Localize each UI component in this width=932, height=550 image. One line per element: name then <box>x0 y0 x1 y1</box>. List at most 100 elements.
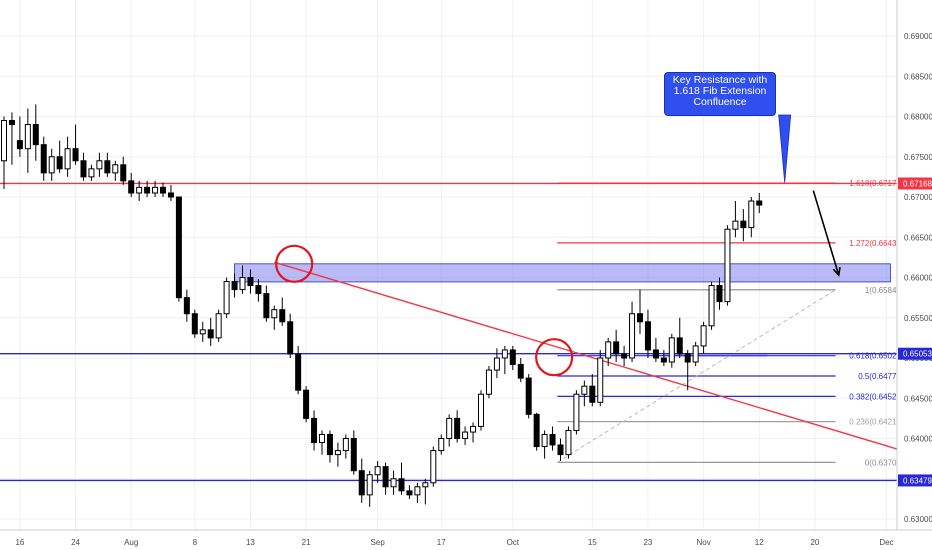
highlight-circle-1[interactable] <box>535 338 574 377</box>
fib-level-label-5: 0.382(0.64523) <box>849 392 904 401</box>
x-tick-label: 8 <box>193 538 198 547</box>
candle-body-up <box>88 168 95 178</box>
price-tag-label: 0.65053 <box>903 350 932 359</box>
candle-body-up <box>573 393 580 431</box>
candle-body-down <box>16 140 23 150</box>
candle <box>72 124 79 165</box>
candle <box>40 136 47 181</box>
candle-body-up <box>334 450 341 456</box>
candle <box>629 301 636 363</box>
candle-body-up <box>493 357 500 371</box>
candle-body-down <box>756 200 763 206</box>
callout-pointer <box>778 114 792 183</box>
candle <box>621 345 628 367</box>
candle-body-down <box>398 478 405 492</box>
arrow-layer[interactable] <box>778 114 841 277</box>
candle <box>382 462 389 495</box>
price-axis[interactable]: 0.69000 0.68500 0.68000 0.67500 0.67000 0.665… <box>896 0 932 550</box>
candle <box>215 309 222 342</box>
candle <box>684 349 691 391</box>
x-tick-label: Aug <box>124 538 138 547</box>
candle <box>319 430 325 455</box>
candle <box>541 430 548 459</box>
candle-body-down <box>303 389 310 419</box>
candle-body-up <box>446 417 453 439</box>
candle <box>88 164 95 181</box>
candle <box>422 478 429 505</box>
highlight-circle-0[interactable] <box>275 244 314 283</box>
descending-trendline[interactable] <box>274 261 911 454</box>
candle-body-up <box>541 433 548 448</box>
y-tick-label: 0.65500 <box>904 314 932 323</box>
candle <box>303 386 310 423</box>
candle-body-down <box>525 377 532 415</box>
candle-body-down <box>279 309 286 323</box>
candle-body-up <box>462 431 469 439</box>
candle-body-down <box>684 353 691 363</box>
candle <box>668 333 675 368</box>
annotation-callout[interactable]: Key Resistance with 1.618 Fib Extension … <box>664 72 776 116</box>
price-tag-background <box>898 474 932 487</box>
candle <box>350 430 357 475</box>
callout-line-2: 1.618 Fib Extension <box>673 85 767 97</box>
x-tick-label: Nov <box>696 538 710 547</box>
candle-body-down <box>549 433 556 446</box>
candle-body-down <box>533 413 540 448</box>
candle-body-down <box>637 313 643 323</box>
price-tag-2[interactable]: 0.63479 <box>898 474 932 487</box>
candle-body-down <box>406 490 413 496</box>
candle <box>295 345 302 395</box>
candle-body-down <box>621 353 628 359</box>
candle <box>517 358 524 383</box>
candle-body-down <box>326 433 333 456</box>
time-axis[interactable]: 16 24 Aug 8 13 21 Sep 17 Oct 15 23 Nov 12 20 Dec <box>0 529 932 550</box>
candle <box>470 422 477 443</box>
x-tick-label: 17 <box>437 538 446 547</box>
candle <box>24 108 31 173</box>
candle <box>740 209 747 242</box>
candle-body-down <box>183 297 190 315</box>
candle <box>549 426 556 451</box>
x-tick-label: 15 <box>588 538 597 547</box>
candle-body-down <box>80 160 87 178</box>
fib-diagonal[interactable] <box>557 289 836 463</box>
x-tick-label: 23 <box>643 538 652 547</box>
y-tick-label: 0.66000 <box>904 274 932 283</box>
candle <box>398 462 405 495</box>
projection-arrow[interactable] <box>812 190 840 276</box>
circle-markers[interactable] <box>275 244 574 377</box>
candle <box>756 192 763 214</box>
candle <box>660 349 667 367</box>
candle-body-down <box>287 321 294 355</box>
candle <box>557 438 564 462</box>
x-tick-label: Sep <box>371 538 386 547</box>
price-tag-0[interactable]: 0.67168 <box>898 177 932 190</box>
candle <box>644 309 651 358</box>
candle <box>589 374 596 407</box>
candle-body-down <box>652 349 659 359</box>
candle-body-up <box>708 285 715 327</box>
candle <box>144 180 151 197</box>
y-tick-label: 0.66500 <box>904 233 932 242</box>
candle <box>326 430 333 463</box>
candle-body-up <box>724 228 731 303</box>
candle-body-down <box>128 180 135 194</box>
candle-body-up <box>1 120 7 162</box>
candle-body-down <box>660 357 667 363</box>
horizontal-lines[interactable] <box>0 182 897 482</box>
candle-body-down <box>160 186 166 194</box>
price-tag-1[interactable]: 0.65053 <box>898 347 932 360</box>
candle-body-down <box>263 293 270 319</box>
trendline-layer[interactable] <box>274 261 911 454</box>
candle-body-down <box>144 186 151 194</box>
candle <box>207 317 214 346</box>
fib-level-label-1: 1.272(0.66430) <box>849 239 904 248</box>
candle <box>478 390 484 431</box>
candle <box>191 309 198 338</box>
y-tick-label: 0.69000 <box>904 32 932 41</box>
candle <box>700 321 707 354</box>
candle-body-down <box>8 120 15 126</box>
candle <box>613 329 620 363</box>
candle-body-up <box>112 164 119 174</box>
